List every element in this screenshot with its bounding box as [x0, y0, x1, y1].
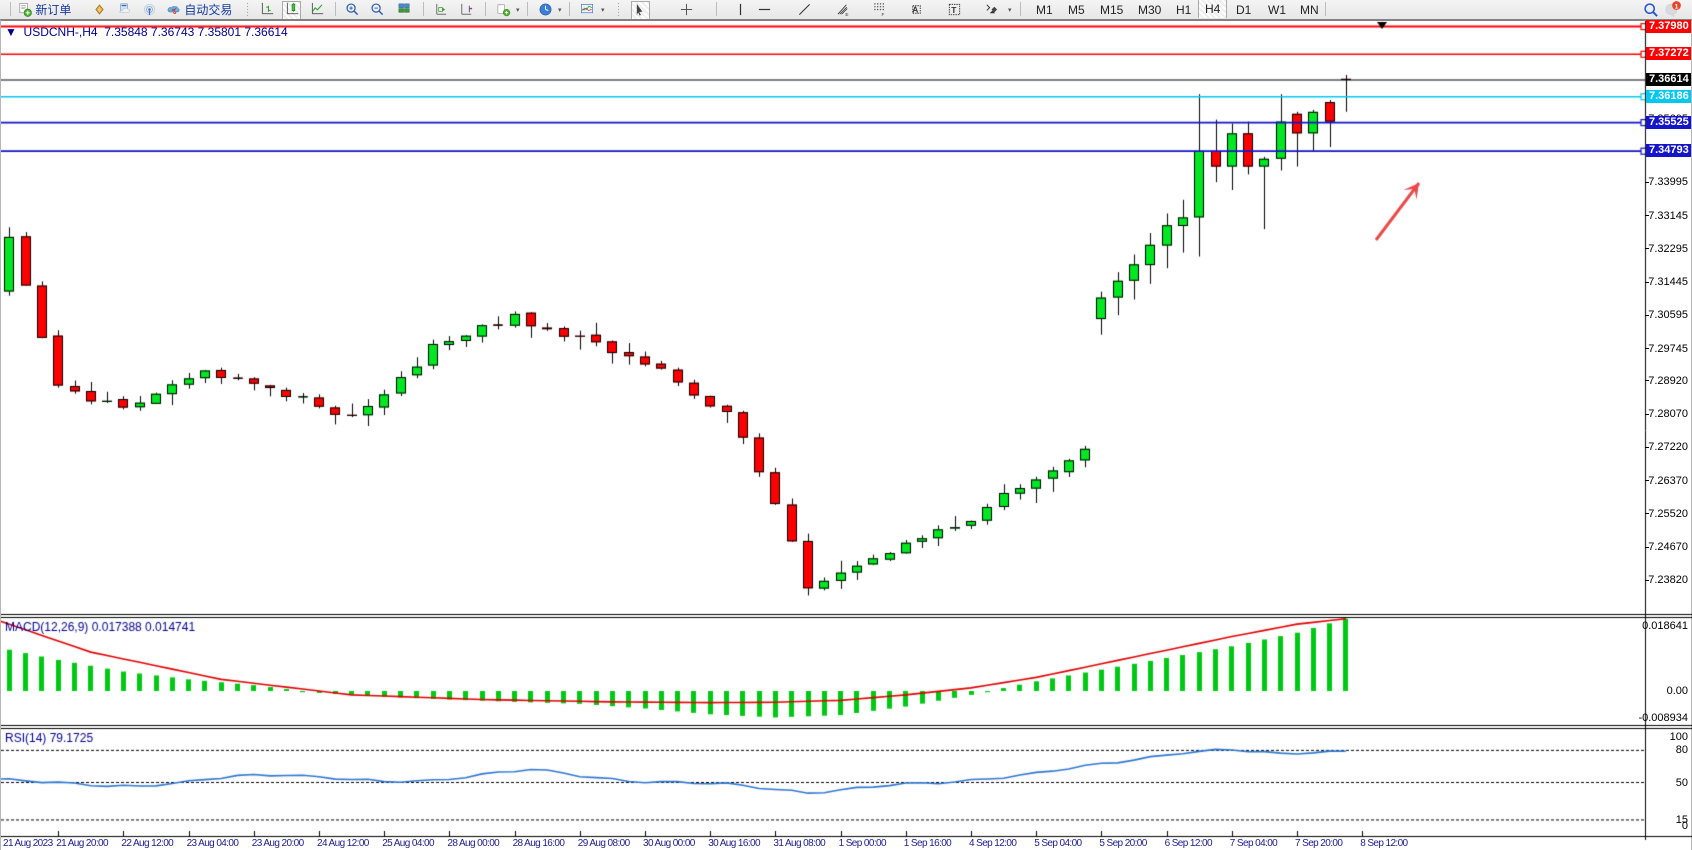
svg-text:T: T — [951, 5, 957, 15]
svg-text:E: E — [845, 12, 848, 17]
svg-text:1: 1 — [1675, 3, 1679, 10]
svg-text:A: A — [912, 4, 918, 14]
svg-text:F: F — [881, 12, 884, 17]
